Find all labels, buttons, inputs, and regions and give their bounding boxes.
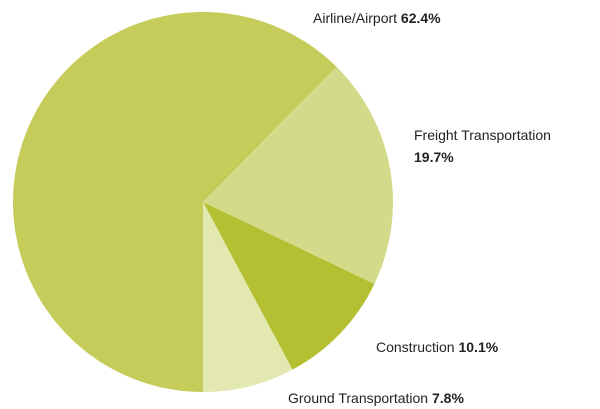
value-label: 62.4% [401,10,441,26]
pie-slice [13,12,337,393]
pie-slice [203,202,293,392]
value-label: 19.7% [414,149,454,165]
slice-label: Ground Transportation 7.8% [288,390,464,406]
slice-label: Airline/Airport 62.4% [313,10,441,26]
slice-label: Freight Transportation 19.7% [414,127,551,165]
slice-label: Construction 10.1% [376,339,499,355]
category-label: Airline/Airport [313,10,397,26]
category-label: Ground Transportation [288,390,428,406]
pie-slice [203,66,393,284]
category-label: Construction [376,339,455,355]
value-label: 7.8% [432,390,464,406]
value-label: 10.1% [458,339,498,355]
pie-slice [203,202,375,370]
category-label: Freight Transportation [414,127,551,143]
